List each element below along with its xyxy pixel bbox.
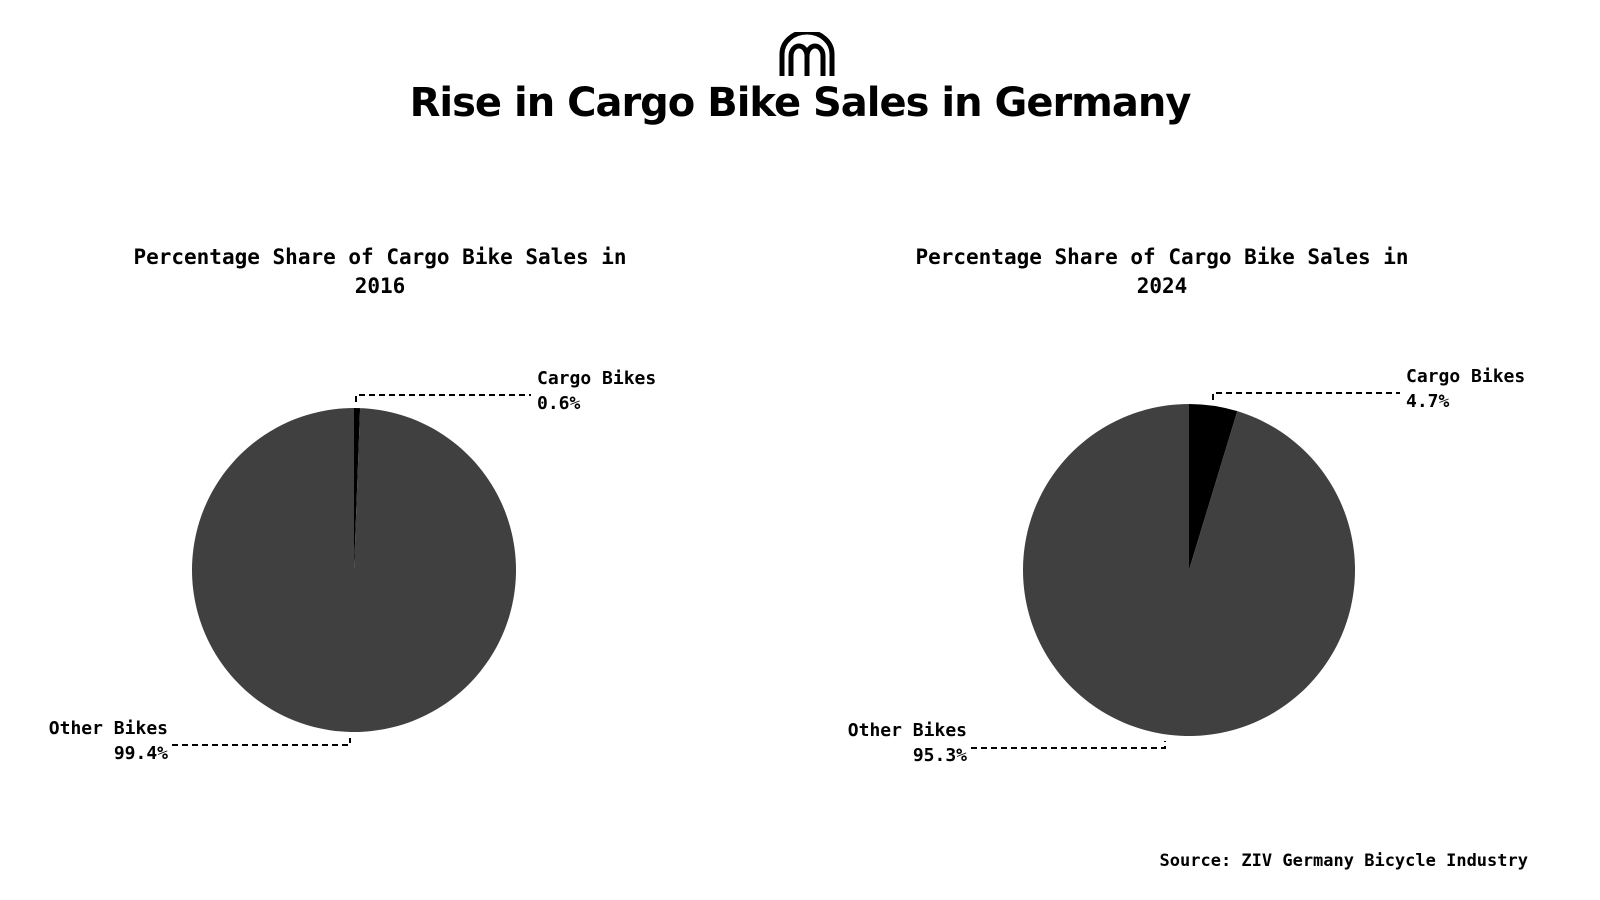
leader-line-other-2024 [971, 741, 1166, 749]
leader-line-cargo-2024 [1212, 392, 1400, 400]
slice-value-cargo-2024: 4.7% [1406, 391, 1450, 412]
slice-value-other-2024: 95.3% [913, 745, 967, 766]
pie-slice-cargo-bikes-2024 [1189, 404, 1238, 570]
pie-slice-other-bikes-2016 [191, 408, 516, 732]
slice-label-cargo-2016: Cargo Bikes [537, 368, 656, 389]
page-title: Rise in Cargo Bike Sales in Germany [409, 80, 1192, 126]
pie-slice-cargo-bikes-2016 [354, 408, 361, 570]
slice-label-other-2024: Other Bikes [848, 720, 967, 741]
slice-value-other-2016: 99.4% [114, 743, 168, 764]
pie-slice-other-bikes-2024 [1023, 404, 1356, 736]
leader-line-other-2016 [172, 738, 351, 746]
arches-logo-icon [779, 32, 835, 76]
chart-title-2024: Percentage Share of Cargo Bike Sales in … [915, 245, 1409, 298]
source-note: Source: ZIV Germany Bicycle Industry [1159, 851, 1528, 871]
leader-line-cargo-2016 [355, 394, 531, 402]
chart-title-2016: Percentage Share of Cargo Bike Sales in … [133, 245, 627, 298]
slice-value-cargo-2016: 0.6% [537, 393, 581, 414]
slice-label-other-2016: Other Bikes [49, 718, 168, 739]
slice-label-cargo-2024: Cargo Bikes [1406, 366, 1525, 387]
